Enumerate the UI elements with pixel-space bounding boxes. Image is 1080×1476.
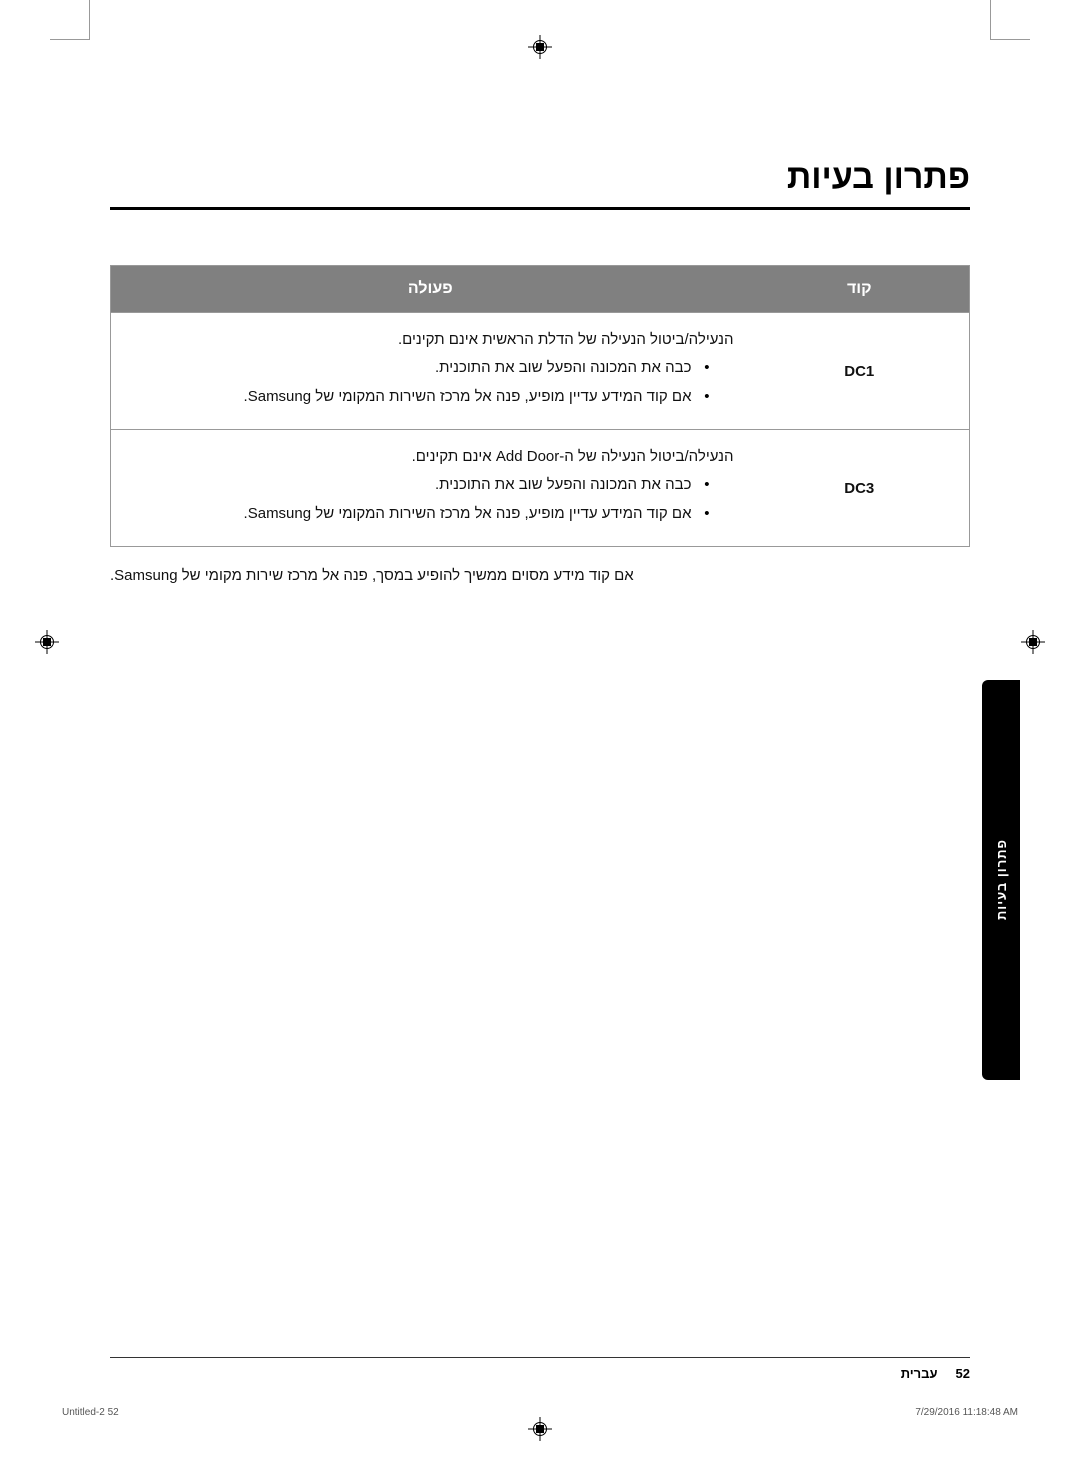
registration-mark-icon (1021, 630, 1045, 654)
crop-mark (990, 0, 1030, 40)
table-header-action: פעולה (111, 266, 750, 313)
page-title: פתרון בעיות (110, 158, 970, 197)
table-row: DC3 הנעילה/ביטול הנעילה של ה-Add Door אי… (111, 430, 970, 547)
error-codes-table: קוד פעולה DC1 הנעילה/ביטול הנעילה של הדל… (110, 265, 970, 547)
action-item: כבה את המכונה והפעל שוב את התוכנית. (121, 354, 710, 383)
footnote: אם קוד מידע מסוים ממשיך להופיע במסך, פנה… (110, 567, 970, 584)
document-meta: Untitled-2 52 7/29/2016 11:18:48 AM (62, 1407, 1018, 1418)
action-item: כבה את המכונה והפעל שוב את התוכנית. (121, 471, 710, 500)
action-item: אם קוד המידע עדיין מופיע, פנה אל מרכז הש… (121, 383, 710, 412)
registration-mark-icon (528, 35, 552, 59)
side-tab-label: פתרון בעיות (994, 839, 1009, 920)
error-code: DC1 (750, 313, 970, 430)
table-row: DC1 הנעילה/ביטול הנעילה של הדלת הראשית א… (111, 313, 970, 430)
title-underline (110, 207, 970, 210)
page-footer: 52 עברית (110, 1357, 970, 1381)
error-code: DC3 (750, 430, 970, 547)
page-language: עברית (901, 1366, 938, 1381)
doc-reference: Untitled-2 52 (62, 1407, 119, 1418)
registration-mark-icon (35, 630, 59, 654)
action-item: אם קוד המידע עדיין מופיע, פנה אל מרכז הש… (121, 500, 710, 529)
page-number: 52 (956, 1366, 970, 1381)
footer-divider (110, 1357, 970, 1358)
action-intro: הנעילה/ביטול הנעילה של ה-Add Door אינם ת… (121, 448, 740, 465)
error-action: הנעילה/ביטול הנעילה של הדלת הראשית אינם … (111, 313, 750, 430)
doc-timestamp: 7/29/2016 11:18:48 AM (915, 1407, 1018, 1418)
action-intro: הנעילה/ביטול הנעילה של הדלת הראשית אינם … (121, 331, 740, 348)
table-header-code: קוד (750, 266, 970, 313)
registration-mark-icon (528, 1417, 552, 1441)
error-action: הנעילה/ביטול הנעילה של ה-Add Door אינם ת… (111, 430, 750, 547)
crop-mark (50, 0, 90, 40)
side-tab: פתרון בעיות (982, 680, 1020, 1080)
